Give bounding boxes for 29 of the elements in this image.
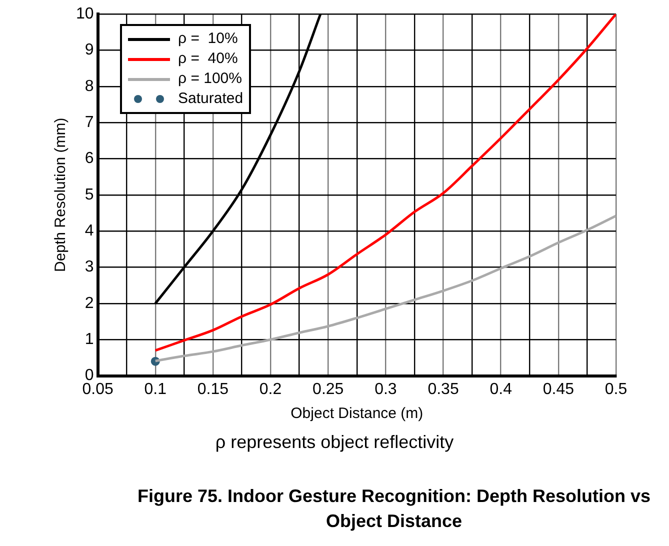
x-tick-label: 0.5: [604, 380, 628, 398]
y-tick-label: 3: [84, 258, 94, 276]
y-tick-label: 2: [84, 294, 94, 312]
x-tick-label: 0.4: [490, 380, 512, 398]
y-tick-label: 8: [84, 78, 94, 95]
x-tick-label: 0.3: [374, 380, 397, 398]
y-tick-label: 7: [84, 114, 94, 131]
legend-label: Saturated: [178, 89, 244, 109]
legend-label: ρ = 100%: [178, 69, 242, 89]
y-tick-label: 5: [84, 186, 94, 204]
x-tick-label: 0.35: [428, 380, 459, 398]
x-tick-label: 0.15: [197, 380, 229, 398]
y-tick-label: 1: [84, 331, 94, 348]
y-tick-label: 10: [76, 5, 94, 22]
x-tick-label: 0.05: [82, 380, 114, 398]
y-tick-label: 4: [84, 222, 94, 240]
x-tick-label: 0.25: [312, 380, 344, 398]
y-axis-title: Depth Resolution (mm): [52, 118, 70, 272]
legend-label: ρ = 40%: [178, 49, 238, 69]
x-axis-title: Object Distance (m): [290, 405, 424, 422]
y-tick-label: 9: [84, 42, 94, 59]
y-tick-label: 6: [84, 150, 94, 168]
text: ρ represents object reflectivity: [214, 432, 455, 453]
legend-label: ρ = 10%: [178, 29, 238, 49]
x-tick-label: 0.1: [144, 380, 167, 398]
line-series: [154, 14, 616, 352]
text: Figure 75. Indoor Gesture Recognition: Depth Resolution vs Object Distance: [136, 485, 652, 533]
x-tick-label: 0.45: [542, 380, 574, 398]
x-tick-label: 0.2: [259, 380, 282, 398]
